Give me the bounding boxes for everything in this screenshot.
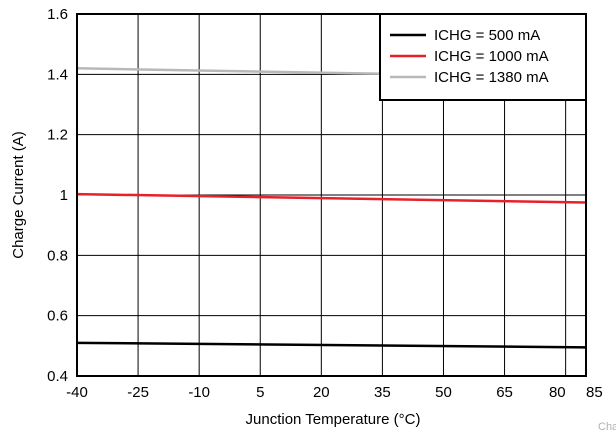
- y-tick-label: 0.8: [47, 247, 68, 264]
- legend: ICHG = 500 mA ICHG = 1000 mA ICHG = 1380 m…: [379, 13, 587, 101]
- series-line-2: [76, 192, 587, 204]
- x-tick-label: 80: [549, 384, 566, 401]
- x-tick-label: 65: [496, 384, 513, 401]
- y-axis-title: Charge Current (A): [10, 131, 27, 259]
- plot-frame: [76, 13, 587, 377]
- x-tick-label: 85: [586, 384, 603, 401]
- y-tick-label: 0.6: [47, 308, 68, 325]
- legend-label: ICHG = 500 mA: [434, 27, 540, 44]
- y-tick-labels: 0.4 0.6 0.8 1 1.2 1.4 1.6: [47, 6, 68, 385]
- watermark-text: Char: [598, 421, 616, 433]
- series-line-1: [76, 341, 587, 349]
- x-axis-title: Junction Temperature (°C): [246, 411, 421, 428]
- series-lines: [76, 67, 587, 349]
- y-tick-label: 0.4: [47, 368, 68, 385]
- y-tick-label: 1.2: [47, 127, 68, 144]
- x-tick-label: -40: [66, 384, 88, 401]
- x-tick-label: 35: [374, 384, 391, 401]
- y-tick-label: 1: [60, 187, 68, 204]
- x-tick-label: 5: [256, 384, 264, 401]
- y-tick-label: 1.6: [47, 6, 68, 23]
- x-tick-labels: -40 -25 -10 5 20 35 50 65 80 85: [66, 384, 603, 401]
- x-tick-label: 50: [435, 384, 452, 401]
- y-tick-label: 1.4: [47, 66, 68, 83]
- x-tick-label: 20: [313, 384, 330, 401]
- x-tick-label: -25: [127, 384, 149, 401]
- legend-label: ICHG = 1380 mA: [434, 69, 549, 86]
- legend-label: ICHG = 1000 mA: [434, 48, 549, 65]
- x-tick-label: -10: [188, 384, 210, 401]
